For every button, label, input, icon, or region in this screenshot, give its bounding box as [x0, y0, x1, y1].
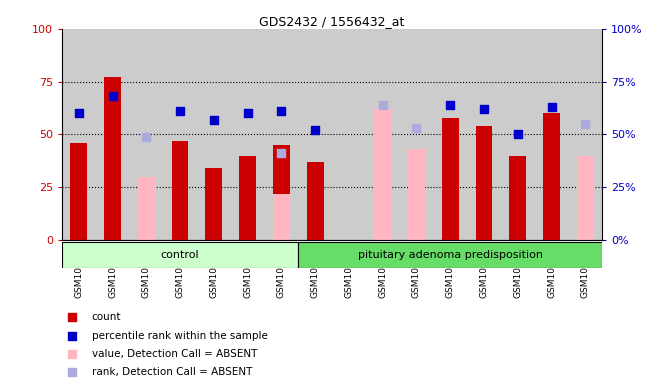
Bar [307, 162, 324, 240]
Bar [298, 29, 332, 240]
Bar [264, 29, 298, 240]
Point [66, 333, 77, 339]
Bar [96, 29, 130, 240]
Text: rank, Detection Call = ABSENT: rank, Detection Call = ABSENT [92, 367, 252, 377]
Bar [230, 29, 264, 240]
Bar [408, 149, 425, 240]
Point [276, 150, 286, 157]
Bar [442, 118, 459, 240]
Bar [543, 113, 560, 240]
Bar [366, 29, 400, 240]
Point [445, 102, 456, 108]
Point [107, 93, 118, 99]
Point [512, 131, 523, 137]
Point [580, 121, 590, 127]
Bar [534, 29, 568, 240]
Bar [467, 29, 501, 240]
Point [276, 108, 286, 114]
Text: value, Detection Call = ABSENT: value, Detection Call = ABSENT [92, 349, 257, 359]
Text: pituitary adenoma predisposition: pituitary adenoma predisposition [357, 250, 543, 260]
Point [242, 110, 253, 116]
Bar [172, 141, 189, 240]
Bar [62, 29, 96, 240]
Bar [273, 145, 290, 240]
Point [141, 133, 152, 139]
Bar [197, 29, 230, 240]
Point [411, 125, 422, 131]
Point [378, 102, 388, 108]
Point [66, 351, 77, 357]
Point [310, 127, 320, 133]
Bar [298, 242, 602, 268]
Bar [332, 29, 366, 240]
Point [74, 110, 84, 116]
Bar [374, 109, 391, 240]
Bar [400, 29, 434, 240]
Bar [62, 242, 298, 268]
Bar [568, 29, 602, 240]
Bar [104, 78, 121, 240]
Bar [70, 143, 87, 240]
Bar [205, 168, 222, 240]
Title: GDS2432 / 1556432_at: GDS2432 / 1556432_at [259, 15, 405, 28]
Bar [239, 156, 256, 240]
Bar [475, 126, 492, 240]
Bar [273, 194, 290, 240]
Bar [501, 29, 534, 240]
Bar [577, 156, 594, 240]
Point [66, 369, 77, 376]
Point [546, 104, 557, 110]
Bar [130, 29, 163, 240]
Bar [509, 156, 526, 240]
Point [478, 106, 489, 112]
Point [175, 108, 186, 114]
Text: percentile rank within the sample: percentile rank within the sample [92, 331, 268, 341]
Bar [434, 29, 467, 240]
Point [66, 314, 77, 320]
Bar [163, 29, 197, 240]
Text: count: count [92, 312, 121, 322]
Point [208, 117, 219, 123]
Text: control: control [161, 250, 199, 260]
Bar [138, 177, 155, 240]
